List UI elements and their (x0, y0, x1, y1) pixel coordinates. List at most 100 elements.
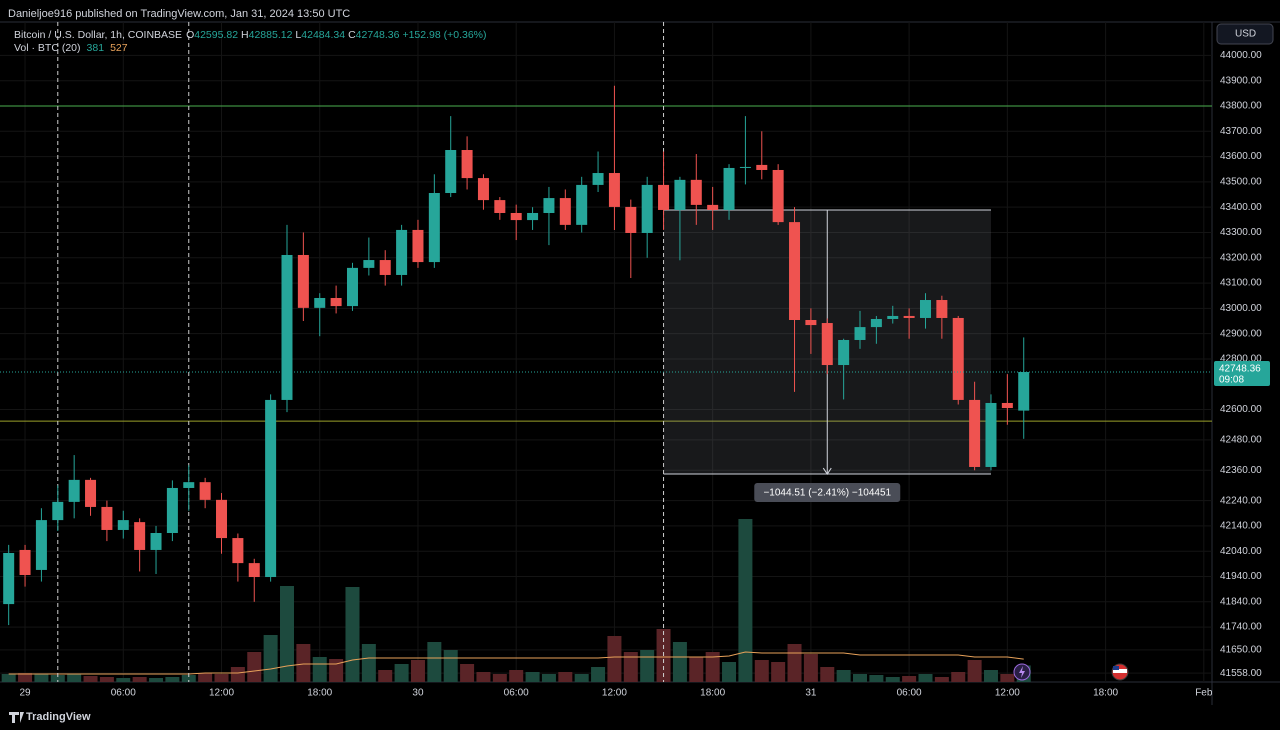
candle-body (183, 482, 195, 488)
y-tick-label: 44000.00 (1220, 50, 1262, 61)
volume-bar (427, 642, 442, 682)
volume-bar (83, 676, 98, 682)
measure-label-bg (754, 483, 901, 503)
ohlc-legend: O 42595.82 H 42885.12 L 42484.34 C 42748.36 +152… (186, 29, 486, 41)
header: Danieljoe916 published on TradingView.co… (8, 8, 350, 20)
candle-body (821, 323, 833, 366)
volume-bar (705, 652, 720, 682)
x-tick-label: 18:00 (1093, 688, 1118, 699)
y-tick-label: 43300.00 (1220, 227, 1262, 238)
volume-bar (934, 677, 949, 682)
candle-body (494, 200, 506, 213)
x-tick-label: 06:00 (504, 688, 529, 699)
y-tick-label: 42800.00 (1220, 354, 1262, 365)
y-tick-label: 42480.00 (1220, 435, 1262, 446)
y-tick-label: 42360.00 (1220, 465, 1262, 476)
lightning-icon (1019, 666, 1025, 678)
currency[interactable]: USD (1235, 29, 1256, 40)
candle-body (641, 184, 653, 233)
candle-body (936, 300, 948, 318)
candle-body (969, 399, 981, 467)
y-tick-label: 42040.00 (1220, 546, 1262, 557)
y-tick-label: 42140.00 (1220, 521, 1262, 532)
volume-bar (754, 660, 769, 682)
volume-bar (476, 672, 491, 682)
y-tick-label: 43500.00 (1220, 177, 1262, 188)
candle-body (739, 166, 751, 168)
volume-bar (378, 670, 393, 682)
candle-body (805, 319, 817, 326)
candle-body (134, 522, 146, 550)
candle-body (445, 150, 457, 194)
candle-body (314, 297, 326, 308)
flag-stripe (1113, 669, 1127, 673)
candle-body (870, 318, 882, 328)
candle-body (543, 198, 555, 213)
volume-bar (67, 674, 82, 682)
candle-body (527, 212, 539, 221)
candle-body (919, 300, 931, 318)
y-tick-label: 42240.00 (1220, 495, 1262, 506)
candle-body (3, 552, 15, 605)
volume-legend: Vol · BTC (20) 381 527 (14, 42, 128, 54)
volume-bar (983, 670, 998, 682)
candle-body (772, 169, 784, 223)
last-price-bg (1214, 361, 1270, 387)
y-tick-label: 42600.00 (1220, 404, 1262, 415)
volume-bar (902, 676, 917, 682)
ohlc-letter: H (241, 29, 249, 41)
volume-value: 381 (87, 42, 105, 54)
volume-bar (247, 652, 262, 682)
volume-bar (738, 519, 753, 682)
measure-label: −1044.51 (−2.41%) −104451 (763, 488, 891, 499)
volume-bar (558, 672, 573, 682)
candle-body (68, 479, 80, 502)
last-price: 42748.36 (1219, 364, 1261, 375)
volume-label: Vol · BTC (20) (14, 42, 81, 54)
ohlc-letter: O (186, 29, 194, 41)
y-tick-label: 43200.00 (1220, 252, 1262, 263)
footer: TradingView (26, 711, 91, 723)
volume-bar (525, 672, 540, 682)
candle-body (117, 520, 129, 530)
volume-bar (18, 673, 33, 682)
currency-button[interactable] (1216, 23, 1274, 45)
volume-bar (689, 657, 704, 682)
volume-bar (460, 664, 475, 682)
candle-body (428, 193, 440, 263)
volume-bar (329, 659, 344, 682)
volume-bar (623, 652, 638, 682)
volume-bar (771, 662, 786, 682)
volume-bar (951, 672, 966, 682)
volume-bar (869, 675, 884, 682)
countdown: 09:08 (1219, 375, 1244, 386)
candle-body (674, 179, 686, 210)
y-tick-label: 43000.00 (1220, 303, 1262, 314)
volume-bar (394, 664, 409, 682)
candle-body (477, 178, 489, 201)
candle-body (838, 339, 850, 366)
candle-body (363, 260, 375, 268)
volume-bar (263, 635, 278, 682)
volume-bar (132, 677, 147, 682)
candle-body (510, 212, 522, 221)
volume-bar (722, 662, 737, 682)
y-tick-label: 41650.00 (1220, 645, 1262, 656)
x-tick-label: 12:00 (209, 688, 234, 699)
y-tick-label: 43600.00 (1220, 151, 1262, 162)
candle-body (985, 402, 997, 467)
candle-body (707, 204, 719, 210)
candle-body (166, 487, 178, 534)
volume-bar (99, 677, 114, 682)
volume-bar (836, 670, 851, 682)
candle-body (559, 198, 571, 225)
candle-body (1001, 402, 1013, 409)
candle-body (330, 297, 342, 307)
x-tick-label: Feb (1195, 688, 1213, 699)
y-tick-label: 43400.00 (1220, 202, 1262, 213)
candle-body (952, 317, 964, 400)
volume-bar (918, 674, 933, 682)
candle-body (297, 254, 309, 308)
